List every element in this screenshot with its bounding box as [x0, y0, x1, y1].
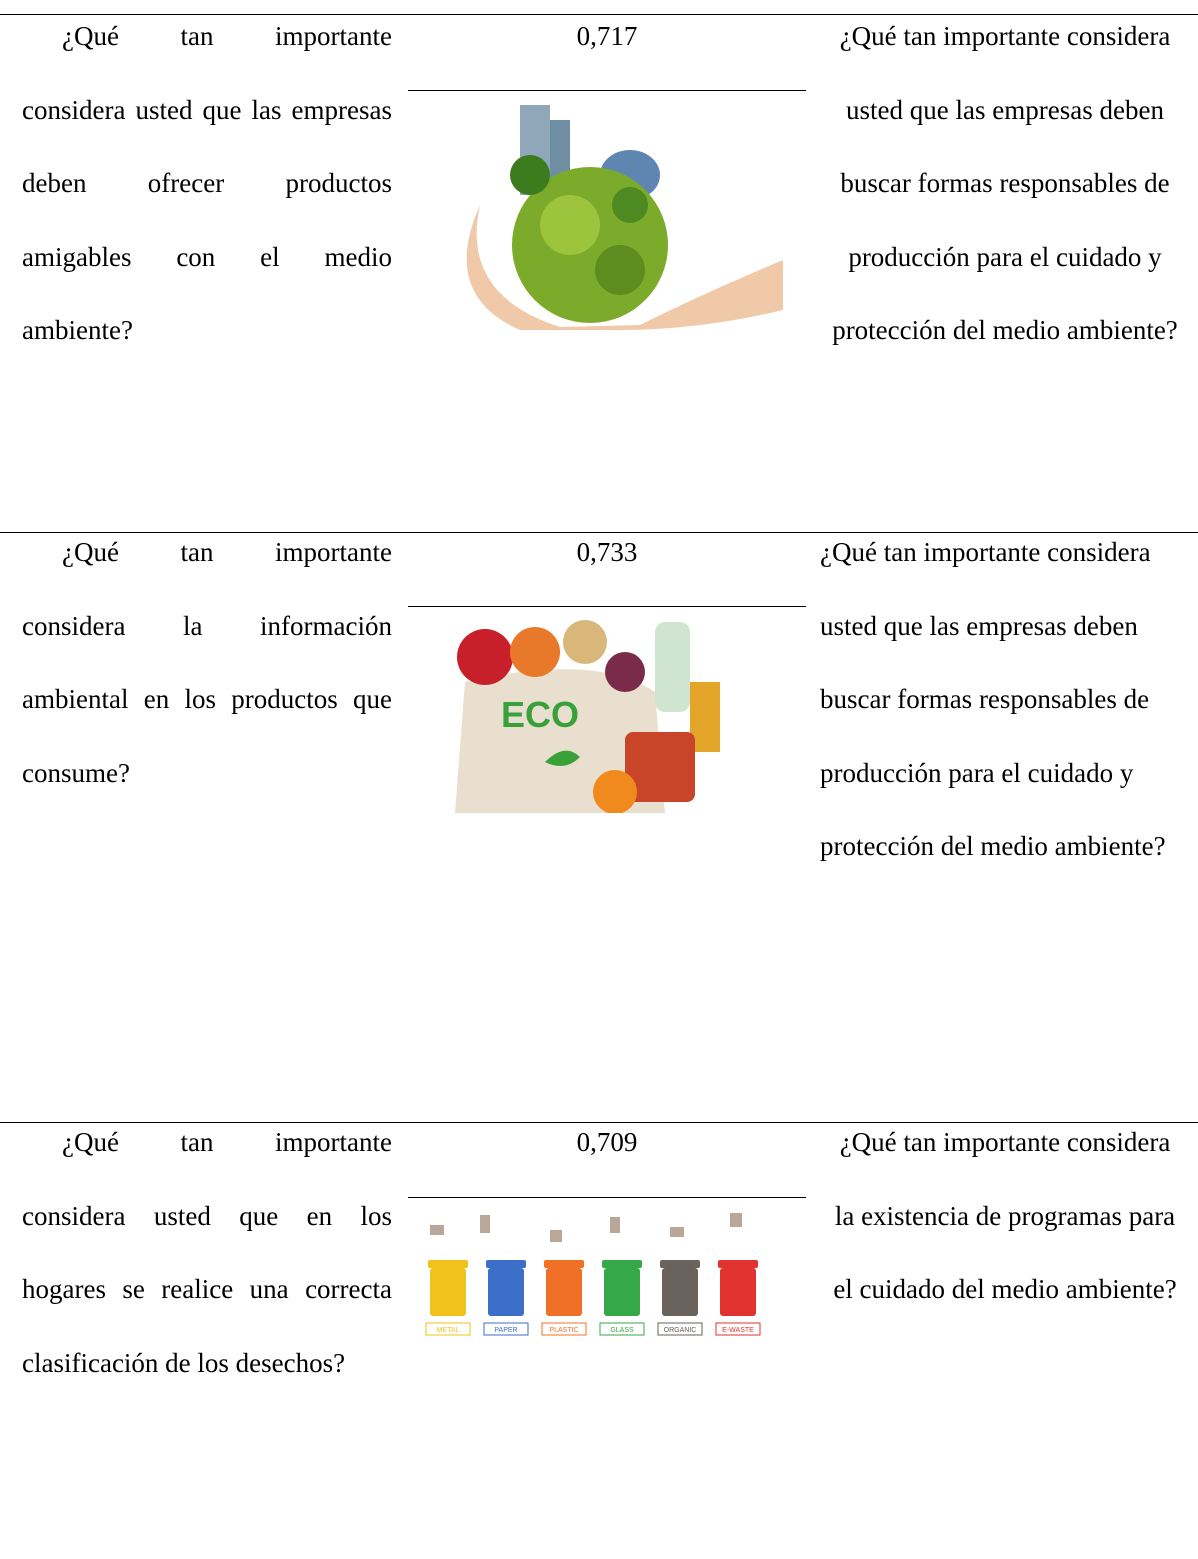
bin-label: METAL: [437, 1327, 460, 1334]
question: ¿Qué tan importante considera usted que …: [22, 21, 392, 345]
value: 0,717: [576, 21, 638, 51]
bin-tag: [425, 1322, 471, 1336]
image-eco-bag: ECO: [445, 612, 745, 813]
bin-label: GLASS: [610, 1327, 634, 1334]
value: 0,733: [576, 537, 638, 567]
rule: [0, 14, 1198, 15]
question: ¿Qué tan importante considera usted que …: [22, 1127, 392, 1378]
bin-tag: [657, 1322, 703, 1336]
bin-tag: [599, 1322, 645, 1336]
related: ¿Qué tan importante considera usted que …: [820, 537, 1166, 861]
value: 0,709: [576, 1127, 638, 1157]
bin-lid: [602, 1260, 642, 1268]
image-globe: [440, 95, 783, 330]
bin-label: PLASTIC: [549, 1327, 578, 1334]
rule: [408, 606, 806, 607]
bin-lid: [544, 1260, 584, 1268]
image-bins: METAL PAPER PLASTIC GLASS ORGANIC E-WASTE: [410, 1205, 790, 1375]
bin-label: PAPER: [494, 1327, 517, 1334]
bin-lid: [660, 1260, 700, 1268]
bin-tag: [715, 1322, 761, 1336]
rule: [408, 90, 806, 91]
bin-label: ORGANIC: [664, 1327, 697, 1334]
bin: [488, 1268, 524, 1316]
image-text: ECO: [501, 694, 579, 735]
bin: [662, 1268, 698, 1316]
question: ¿Qué tan importante considera la informa…: [22, 537, 392, 788]
bin-lid: [486, 1260, 526, 1268]
bin: [720, 1268, 756, 1316]
bin-label: E-WASTE: [722, 1327, 754, 1334]
bin: [430, 1268, 466, 1316]
bin: [546, 1268, 582, 1316]
bin-tag: [483, 1322, 529, 1336]
bin-tag: [541, 1322, 587, 1336]
bin: [604, 1268, 640, 1316]
rule: [408, 1197, 806, 1198]
related: ¿Qué tan importante considera usted que …: [832, 21, 1178, 345]
bin-lid: [428, 1260, 468, 1268]
related: ¿Qué tan importante considera la existen…: [833, 1127, 1177, 1304]
rule: [0, 1122, 1198, 1123]
rule: [0, 532, 1198, 533]
bin-lid: [718, 1260, 758, 1268]
